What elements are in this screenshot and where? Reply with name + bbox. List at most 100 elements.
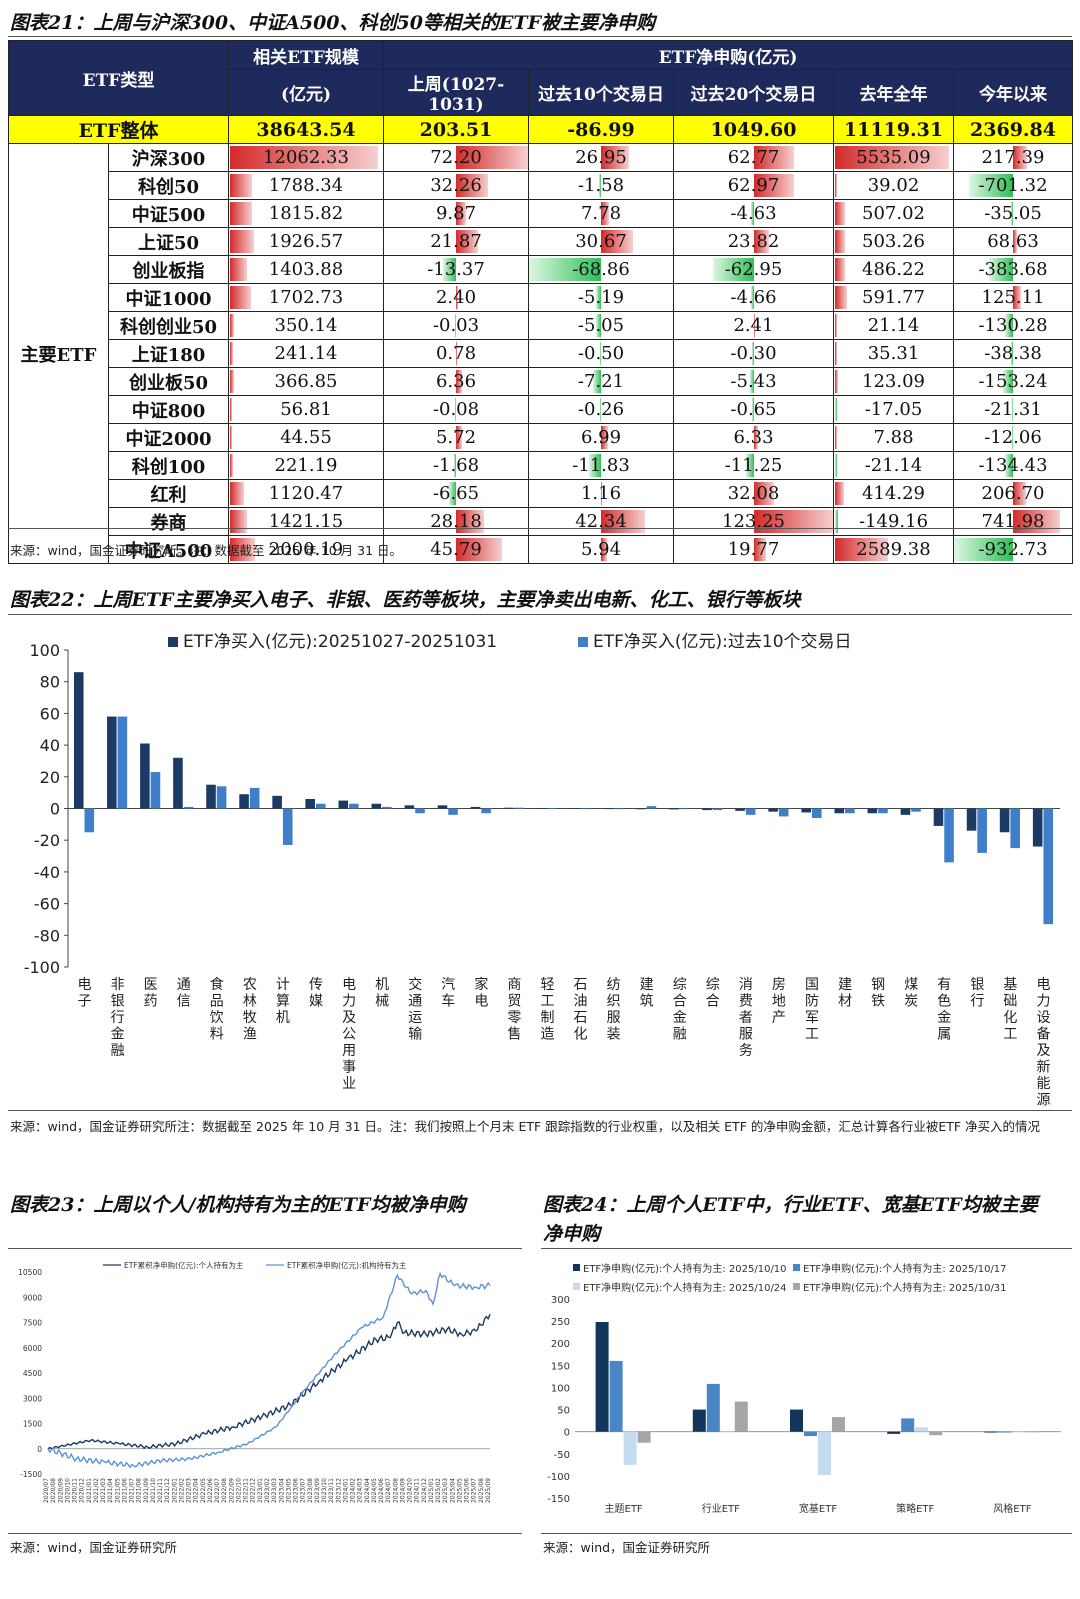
- bar: [272, 795, 282, 809]
- cell-bar-positive: [835, 426, 837, 449]
- x-tick-label: 2023/11: [328, 1478, 335, 1503]
- bar: [448, 808, 458, 815]
- header-etf-type: ETF类型: [8, 40, 229, 116]
- table-cell: 414.29: [833, 479, 954, 508]
- x-tick-label: 2024/03: [357, 1478, 364, 1503]
- bar: [349, 803, 359, 809]
- x-tick-label: 2022/03: [186, 1478, 193, 1503]
- x-tick-label: 2021/09: [143, 1478, 150, 1503]
- header-col-last-week: 上周(1027-1031): [383, 69, 529, 116]
- bar: [801, 808, 811, 813]
- table-cell: 5535.09: [833, 143, 954, 172]
- bar: [804, 1431, 817, 1437]
- cell-bar-negative: [746, 454, 754, 477]
- y-tick-label: 80: [40, 673, 60, 692]
- cell-bar-positive: [601, 538, 608, 561]
- cell-value: -1.68: [432, 455, 480, 476]
- legend-label: ETF净申购(亿元):个人持有为主: 2025/10/31: [803, 1281, 1007, 1294]
- row-name: 创业板50: [108, 367, 229, 396]
- cell-bar-negative: [752, 398, 754, 421]
- bar: [150, 772, 161, 809]
- x-tick-label: 2022/04: [193, 1478, 200, 1503]
- legend-label: ETF净买入(亿元):过去10个交易日: [593, 632, 852, 652]
- table-cell: -7.21: [528, 367, 674, 396]
- row-name: 上证50: [108, 227, 229, 256]
- row-name: 中证1000: [108, 283, 229, 312]
- cell-value: 5535.09: [856, 147, 931, 168]
- x-tick-label: 2023/12: [335, 1478, 342, 1503]
- cell-bar-positive: [230, 510, 248, 533]
- table-cell: -62.95: [673, 255, 834, 284]
- row-name: 中证800: [108, 395, 229, 424]
- x-tick-label: 2021/12: [164, 1478, 171, 1503]
- cell-value: -11.25: [724, 455, 783, 476]
- x-tick-label: 2024/01: [342, 1478, 349, 1503]
- table-cell: -68.86: [528, 255, 674, 284]
- cell-value: -1.58: [577, 175, 625, 196]
- bar: [887, 1431, 901, 1434]
- cell-value: 1120.47: [268, 483, 344, 504]
- legend-swatch: [573, 1283, 580, 1290]
- x-tick-label: 交通运输: [408, 976, 422, 1043]
- table-cell: 19.77: [673, 535, 834, 564]
- x-tick-label: 建材: [838, 977, 852, 1010]
- table-cell: -6.65: [383, 479, 529, 508]
- header-col-last-year: 去年全年: [833, 69, 954, 116]
- table-row: 中证1000 1702.73 2.40 -5.19 -4.66 591.77 125.11: [9, 283, 1073, 312]
- y-tick-label: 10500: [18, 1268, 42, 1277]
- bar: [117, 716, 128, 809]
- x-tick-label: 2021/07: [129, 1478, 136, 1503]
- cell-value: 2.40: [435, 287, 477, 308]
- legend-label: ETF累积净申购(亿元):个人持有为主: [124, 1260, 244, 1270]
- x-tick-label: 2020/11: [72, 1478, 79, 1503]
- cell-bar-negative: [752, 342, 754, 365]
- cell-value: -701.32: [978, 175, 1048, 196]
- fig24-title-line2: 净申购: [543, 1223, 601, 1245]
- row-name: 科创100: [108, 451, 229, 480]
- table-cell: 6.36: [383, 367, 529, 396]
- x-tick-label: 纺织服装: [607, 977, 621, 1043]
- table-cell: -5.43: [673, 367, 834, 396]
- y-tick-label: -100: [24, 958, 60, 977]
- legend-label: ETF累积净申购(亿元):机构持有为主: [287, 1260, 407, 1270]
- table-cell: -21.14: [833, 451, 954, 480]
- cell-value: -35.05: [984, 203, 1042, 224]
- cell-bar-positive: [753, 174, 795, 197]
- bar: [1026, 1431, 1040, 1433]
- cell-value: 28.18: [430, 511, 482, 532]
- table-row: 科创创业50 350.14 -0.03 -5.05 2.41 21.14 -130.28: [9, 311, 1073, 340]
- cell-bar-negative: [529, 258, 601, 281]
- cell-value: -5.05: [577, 315, 625, 336]
- cell-bar-positive: [835, 342, 837, 365]
- table-cell: -11.83: [528, 451, 674, 480]
- bar: [966, 808, 977, 831]
- cell-value: 2589.38: [856, 539, 931, 560]
- cell-bar-negative: [599, 398, 601, 421]
- table-cell: -0.65: [673, 395, 834, 424]
- total-value: 203.51: [383, 115, 529, 144]
- cell-value: 125.11: [981, 287, 1045, 308]
- bar: [503, 807, 514, 809]
- x-tick-label: 2023/10: [321, 1478, 328, 1503]
- x-tick-label: 石油石化: [574, 977, 588, 1043]
- cell-bar-negative: [595, 314, 601, 337]
- cell-bar-positive: [753, 538, 767, 561]
- x-tick-label: 2024/09: [399, 1478, 406, 1503]
- cell-bar-positive: [1013, 230, 1018, 253]
- table-row: 中证500 1815.82 9.87 7.78 -4.63 507.02 -35.05: [9, 199, 1073, 228]
- x-tick-label: 2025/02: [435, 1478, 442, 1503]
- table-cell: 9.87: [383, 199, 529, 228]
- table-cell: 62.97: [673, 171, 834, 200]
- table-cell: -1.58: [528, 171, 674, 200]
- table-cell: 1815.82: [228, 199, 384, 228]
- cell-bar-positive: [1013, 286, 1021, 309]
- cell-bar-positive: [456, 174, 489, 197]
- cell-bar-positive: [230, 454, 233, 477]
- header-scale-line1: 相关ETF规模: [228, 40, 384, 70]
- table-row: 创业板50 366.85 6.36 -7.21 -5.43 123.09 -153.24: [9, 367, 1073, 396]
- bar: [984, 1431, 998, 1433]
- bar: [1010, 808, 1020, 849]
- cell-value: 32.26: [430, 175, 482, 196]
- cell-value: 1421.15: [268, 511, 344, 532]
- cell-value: -21.31: [984, 399, 1042, 420]
